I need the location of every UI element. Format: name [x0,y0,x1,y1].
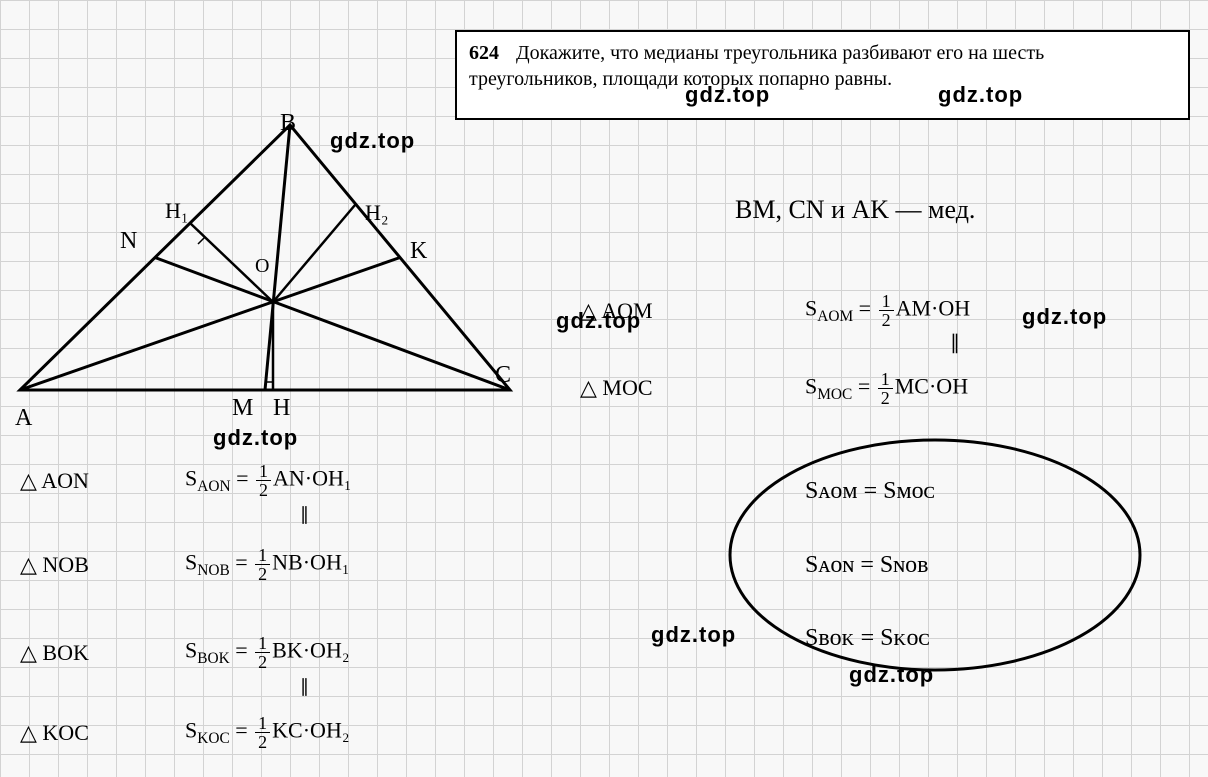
parallel-mark: ∥ [300,504,309,525]
parallel-mark: ∥ [950,330,960,355]
triangle-label: △ NOB [20,552,89,578]
vertex-label: M [232,395,253,422]
watermark: gdz.top [938,82,1023,108]
vertex-label: H [273,395,290,422]
triangle-label: △ AON [20,468,89,494]
area-formula: SAOM = 12AM·OH [805,292,970,329]
vertex-label: C [495,362,511,389]
equality: Sᴀᴏɴ = Sɴᴏʙ [805,552,928,579]
result-circle [720,435,1150,675]
vertex-label: N [120,228,137,255]
area-formula: SAON = 12AN·OH₁ [185,462,352,499]
area-formula: SNOB = 12NB·OH₁ [185,546,350,583]
vertex-label: K [410,238,427,265]
vertex-label: H₂ [365,200,389,226]
equality: Sʙᴏᴋ = Sᴋᴏᴄ [805,625,930,652]
area-formula: SMOC = 12MC·OH [805,370,968,407]
watermark: gdz.top [213,425,298,451]
area-formula: SBOK = 12BK·OH₂ [185,634,350,671]
parallel-mark: ∥ [300,676,309,697]
problem-statement-box: 624 Докажите, что медианы треугольника р… [455,30,1190,120]
vertex-label: A [15,405,32,432]
triangle-label: △ KOC [20,720,89,746]
triangle-label: △ MOC [580,375,653,401]
vertex-label: O [255,255,269,278]
vertex-label: H₁ [165,198,189,224]
medians-note: BM, CN и AK — мед. [735,195,975,225]
watermark: gdz.top [685,82,770,108]
watermark: gdz.top [1022,304,1107,330]
equality: Sᴀᴏᴍ = Sᴍᴏᴄ [805,478,935,505]
vertex-label: B [280,110,296,137]
triangle-label: △ BOK [20,640,89,666]
area-formula: SKOC = 12KC·OH₂ [185,714,350,751]
problem-number: 624 [469,40,499,66]
triangle-label: △ AOM [580,298,653,324]
